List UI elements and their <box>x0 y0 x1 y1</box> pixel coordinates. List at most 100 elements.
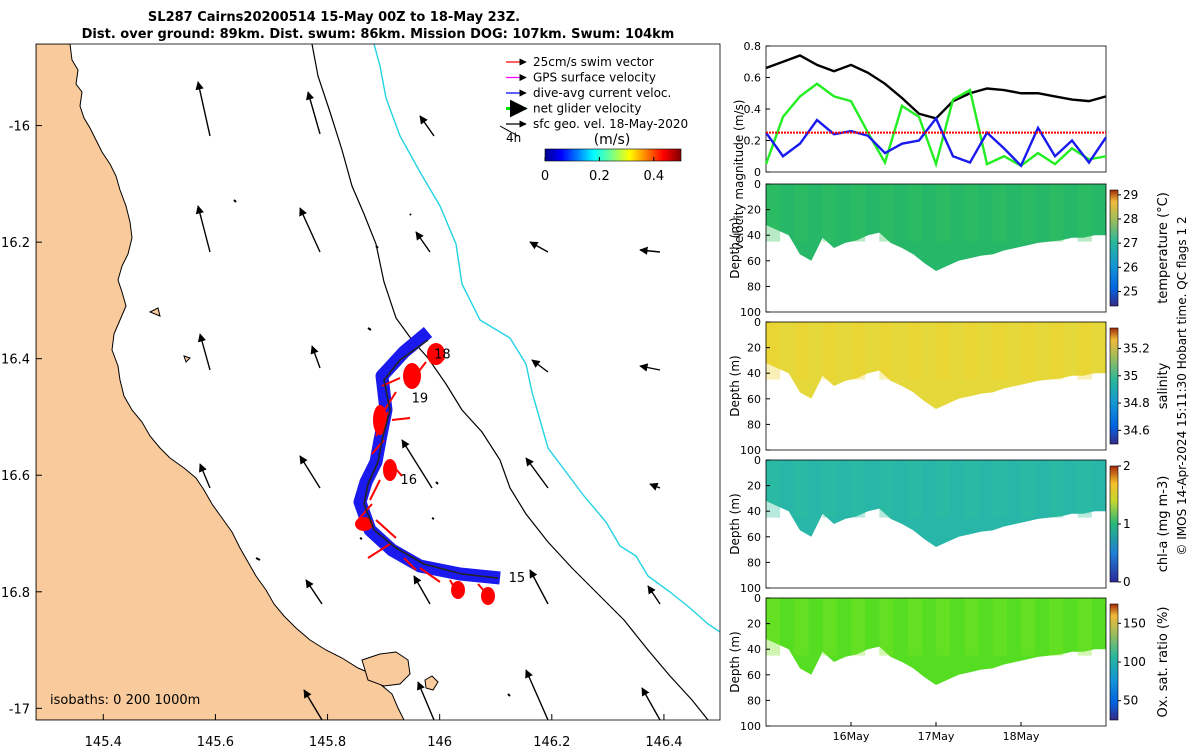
velocity-series-line <box>765 116 1107 168</box>
section-frame <box>765 459 1107 589</box>
depth-tick-label: 40 <box>747 367 761 380</box>
depth-tick-label: 0 <box>754 592 761 605</box>
section-frame <box>765 183 1107 313</box>
geo-velocity-arrow <box>415 231 431 253</box>
map-y-tick-label: 16.8 <box>1 586 30 601</box>
geo-velocity-arrow <box>639 363 661 372</box>
surface-geostrophic-arrows <box>195 81 661 720</box>
depth-tick-label: 80 <box>747 694 761 707</box>
geo-velocity-arrow <box>305 579 323 605</box>
section-tint-band <box>1077 322 1092 380</box>
geo-velocity-arrow <box>529 241 549 253</box>
section-colorbar-label: Ox. sat. ratio (%) <box>1156 607 1171 718</box>
section-tint-band <box>766 322 781 380</box>
section-colorbar-tick-label: 26 <box>1123 260 1138 274</box>
depth-tick-label: 20 <box>747 204 761 217</box>
colorbar-tick-label: 0.2 <box>589 169 610 184</box>
geo-velocity-arrow <box>641 687 661 720</box>
island <box>361 651 411 687</box>
legend-label: GPS surface velocity <box>533 71 656 85</box>
island-small <box>424 675 439 691</box>
depth-tick-label: 0 <box>754 178 761 191</box>
section-tint-band <box>851 598 866 656</box>
legend-label: 25cm/s swim vector <box>533 55 654 69</box>
section-tint-band <box>992 184 1007 242</box>
map-x-tick-label: 145.6 <box>197 735 234 750</box>
depth-tick-label: 20 <box>747 618 761 631</box>
depth-tick-label: 80 <box>747 280 761 293</box>
map-y-tick-label: -17 <box>9 702 30 717</box>
section-tint-band <box>907 184 922 242</box>
track-day-labels: 18 19 16 15 <box>400 348 525 586</box>
section-tint-band <box>964 598 979 656</box>
map-dots <box>233 199 511 697</box>
figure-title-line2: Dist. over ground: 89km. Dist. swum: 86k… <box>82 27 675 42</box>
depth-tick-label: 100 <box>740 444 761 457</box>
geo-velocity-arrow <box>195 81 211 137</box>
geo-velocity-arrow <box>195 205 211 253</box>
section-colorbar-tick-label: 34.6 <box>1123 423 1150 437</box>
geo-velocity-arrow <box>310 345 321 369</box>
geo-velocity-arrow <box>401 439 433 489</box>
velocity-y-tick-label: 0.2 <box>744 135 762 148</box>
section-colorbar <box>1109 327 1119 445</box>
section-ylabel: Depth (m) <box>728 355 742 416</box>
map-x-tick-label: 146.2 <box>533 735 570 750</box>
section-tint-band <box>936 460 951 518</box>
section-tint-band <box>879 598 894 656</box>
time-scale-label: 4h <box>506 131 521 145</box>
section-colorbar-label: chl-a (mg m-3) <box>1156 476 1171 573</box>
section-tint-band <box>794 598 809 656</box>
geo-velocity-arrow <box>419 115 435 137</box>
track-day-label: 18 <box>434 348 451 363</box>
section-tint-band <box>964 322 979 380</box>
isobaths-label: isobaths: 0 200 1000m <box>50 693 200 708</box>
section-colorbar-tick-label: 29 <box>1123 188 1138 202</box>
section-tint-band <box>1021 184 1036 242</box>
section-tint-band <box>794 322 809 380</box>
section-colorbar-tick-label: 1 <box>1123 517 1131 531</box>
section-tint-band <box>822 184 837 242</box>
section-tint-band <box>879 460 894 518</box>
section-tint-band <box>766 184 781 242</box>
section-data-fill <box>766 184 1106 272</box>
section-tint-band <box>907 460 922 518</box>
time-tick-label: 16May <box>833 730 870 743</box>
section-tint-band <box>1077 184 1092 242</box>
depth-tick-label: 80 <box>747 556 761 569</box>
section-colorbar-label: temperature (°C) <box>1156 192 1171 304</box>
section-colorbar-tick-label: 100 <box>1123 655 1146 669</box>
depth-tick-label: 40 <box>747 643 761 656</box>
section-frame <box>765 321 1107 451</box>
geo-velocity-arrow <box>413 575 431 605</box>
section-ylabel: Depth (m) <box>728 631 742 692</box>
velocity-y-tick-label: 0 <box>754 166 761 179</box>
track-day-label: 19 <box>412 391 429 406</box>
legend-label: sfc geo. vel. 18-May-2020 <box>533 117 688 131</box>
section-tint-band <box>1049 460 1064 518</box>
velocity-ylabel: velocity magnitude (m/s) <box>732 100 746 251</box>
geo-velocity-arrow <box>417 681 435 720</box>
colorbar-label: (m/s) <box>594 132 631 148</box>
depth-tick-label: 100 <box>740 582 761 595</box>
section-tint-band <box>879 322 894 380</box>
depth-tick-label: 40 <box>747 505 761 518</box>
geo-velocity-arrow <box>649 482 661 491</box>
depth-tick-label: 40 <box>747 229 761 242</box>
legend-box <box>500 52 696 142</box>
section-tint-band <box>851 460 866 518</box>
map-y-tick-label: 16.6 <box>1 469 30 484</box>
depth-tick-label: 20 <box>747 480 761 493</box>
depth-tick-label: 60 <box>747 669 761 682</box>
depth-tick-label: 0 <box>754 454 761 467</box>
section-tint-band <box>851 184 866 242</box>
section-tint-band <box>1049 184 1064 242</box>
section-tint-band <box>964 460 979 518</box>
geo-velocity-arrow <box>531 359 549 373</box>
section-colorbar-tick-label: 0 <box>1123 575 1131 589</box>
section-tint-band <box>907 598 922 656</box>
track-day-label: 16 <box>400 473 417 488</box>
section-tint-band <box>1049 598 1064 656</box>
section-colorbar-tick-label: 25 <box>1123 285 1138 299</box>
